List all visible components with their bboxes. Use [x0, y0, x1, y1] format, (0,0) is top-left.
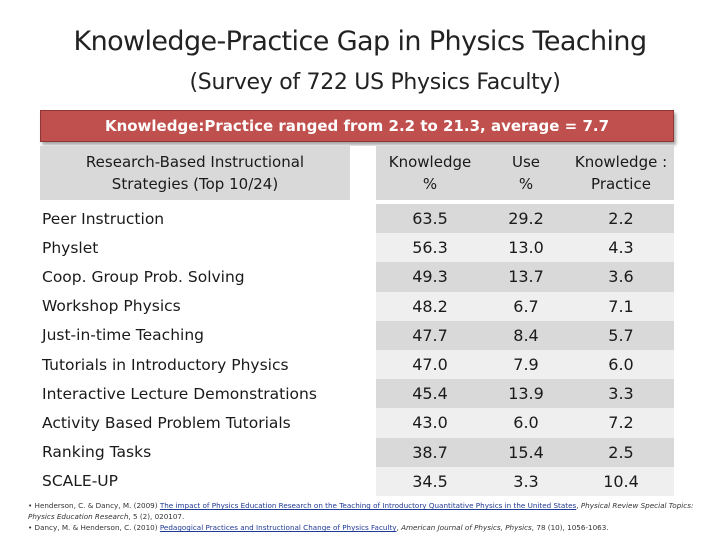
- header-ratio-line2: Practice: [591, 175, 651, 193]
- knowledge-cell: 43.0: [376, 408, 484, 438]
- knowledge-cell: 45.4: [376, 379, 484, 409]
- knowledge-cell: 47.0: [376, 349, 484, 380]
- gap-cell: [350, 349, 376, 380]
- bullet-2: •: [28, 523, 33, 532]
- ratio-cell: 7.1: [568, 291, 674, 321]
- table-row: Tutorials in Introductory Physics 47.0 7.9…: [40, 349, 674, 380]
- table-row: Peer Instruction 63.5 29.2 2.2: [40, 204, 674, 234]
- strategy-cell: Tutorials in Introductory Physics: [40, 349, 350, 380]
- strategy-cell: Just-in-time Teaching: [40, 320, 350, 350]
- header-strategy: Research-Based Instructional Strategies …: [40, 146, 350, 200]
- gap-cell: [350, 233, 376, 263]
- header-knowledge-line2: %: [422, 175, 438, 193]
- strategies-table: Research-Based Instructional Strategies …: [40, 146, 674, 496]
- ratio-cell: 10.4: [568, 466, 674, 496]
- gap-cell: [350, 320, 376, 350]
- ratio-cell: 2.5: [568, 437, 674, 467]
- knowledge-cell: 48.2: [376, 291, 484, 321]
- ref1-tail: , 5 (2), 020107.: [128, 512, 185, 521]
- ref1-journal: Physical Review Special Topics: Physics …: [28, 501, 694, 521]
- summary-banner: Knowledge:Practice ranged from 2.2 to 21…: [40, 110, 674, 142]
- slide-subtitle: (Survey of 722 US Physics Faculty): [189, 70, 561, 95]
- knowledge-cell: 47.7: [376, 320, 484, 350]
- ref2-title-link[interactable]: Pedagogical Practices and Instructional …: [159, 523, 397, 532]
- ratio-cell: 3.3: [568, 379, 674, 409]
- header-ratio: Knowledge : Practice: [568, 146, 674, 200]
- gap-cell: [350, 379, 376, 409]
- strategy-cell: SCALE-UP: [40, 466, 350, 496]
- table-row: SCALE-UP 34.5 3.3 10.4: [40, 466, 674, 496]
- use-cell: 8.4: [484, 320, 568, 350]
- table-header-row: Research-Based Instructional Strategies …: [40, 146, 674, 200]
- use-cell: 6.7: [484, 291, 568, 321]
- table-row: Interactive Lecture Demonstrations 45.4 13…: [40, 379, 674, 409]
- knowledge-cell: 56.3: [376, 233, 484, 263]
- knowledge-cell: 34.5: [376, 466, 484, 496]
- use-cell: 13.7: [484, 262, 568, 292]
- bullet-1: •: [28, 501, 33, 510]
- use-cell: 29.2: [484, 204, 568, 234]
- use-cell: 7.9: [484, 349, 568, 380]
- use-cell: 3.3: [484, 466, 568, 496]
- use-cell: 6.0: [484, 408, 568, 438]
- header-knowledge: Knowledge %: [376, 146, 484, 200]
- header-strategy-line2: Strategies (Top 10/24): [111, 175, 279, 193]
- strategy-cell: Activity Based Problem Tutorials: [40, 408, 350, 438]
- gap-cell: [350, 262, 376, 292]
- strategy-cell: Physlet: [40, 233, 350, 263]
- knowledge-cell: 49.3: [376, 262, 484, 292]
- header-use-line1: Use: [511, 153, 541, 171]
- header-gap: [350, 146, 376, 200]
- table-row: Physlet 56.3 13.0 4.3: [40, 233, 674, 263]
- ratio-cell: 7.2: [568, 408, 674, 438]
- header-use-line2: %: [518, 175, 534, 193]
- header-knowledge-line1: Knowledge: [388, 153, 472, 171]
- strategy-cell: Peer Instruction: [40, 204, 350, 234]
- knowledge-cell: 38.7: [376, 437, 484, 467]
- header-ratio-line1: Knowledge :: [574, 153, 668, 171]
- gap-cell: [350, 437, 376, 467]
- strategy-cell: Ranking Tasks: [40, 437, 350, 467]
- gap-cell: [350, 204, 376, 234]
- references: • Henderson, C. & Dancy, M. (2009) The i…: [28, 500, 708, 533]
- use-cell: 13.0: [484, 233, 568, 263]
- use-cell: 13.9: [484, 379, 568, 409]
- ref1-authors: Henderson, C. & Dancy, M. (2009): [34, 501, 158, 510]
- gap-cell: [350, 408, 376, 438]
- ref2-tail: , 78 (10), 1056-1063.: [531, 523, 609, 532]
- gap-cell: [350, 466, 376, 496]
- header-use: Use %: [484, 146, 568, 200]
- table-row: Workshop Physics 48.2 6.7 7.1: [40, 291, 674, 321]
- reference-2: • Dancy, M. & Henderson, C. (2010) Pedag…: [28, 523, 609, 532]
- gap-cell: [350, 291, 376, 321]
- strategy-cell: Interactive Lecture Demonstrations: [40, 379, 350, 409]
- table-row: Just-in-time Teaching 47.7 8.4 5.7: [40, 320, 674, 350]
- table-row: Activity Based Problem Tutorials 43.0 6.0 7…: [40, 408, 674, 438]
- table-row: Ranking Tasks 38.7 15.4 2.5: [40, 437, 674, 467]
- slide-title: Knowledge-Practice Gap in Physics Teachi…: [73, 26, 648, 57]
- table-row: Coop. Group Prob. Solving 49.3 13.7 3.6: [40, 262, 674, 292]
- use-cell: 15.4: [484, 437, 568, 467]
- knowledge-cell: 63.5: [376, 204, 484, 234]
- header-strategy-line1: Research-Based Instructional: [85, 153, 305, 171]
- ratio-cell: 2.2: [568, 204, 674, 234]
- strategy-cell: Coop. Group Prob. Solving: [40, 262, 350, 292]
- ratio-cell: 3.6: [568, 262, 674, 292]
- ratio-cell: 6.0: [568, 349, 674, 380]
- ratio-cell: 4.3: [568, 233, 674, 263]
- ref2-journal: American Journal of Physics, Physics: [401, 523, 532, 532]
- ref1-title-link[interactable]: The impact of Physics Education Research…: [159, 501, 577, 510]
- ref2-authors: Dancy, M. & Henderson, C. (2010): [34, 523, 158, 532]
- strategy-cell: Workshop Physics: [40, 291, 350, 321]
- ratio-cell: 5.7: [568, 320, 674, 350]
- reference-1: • Henderson, C. & Dancy, M. (2009) The i…: [28, 501, 694, 521]
